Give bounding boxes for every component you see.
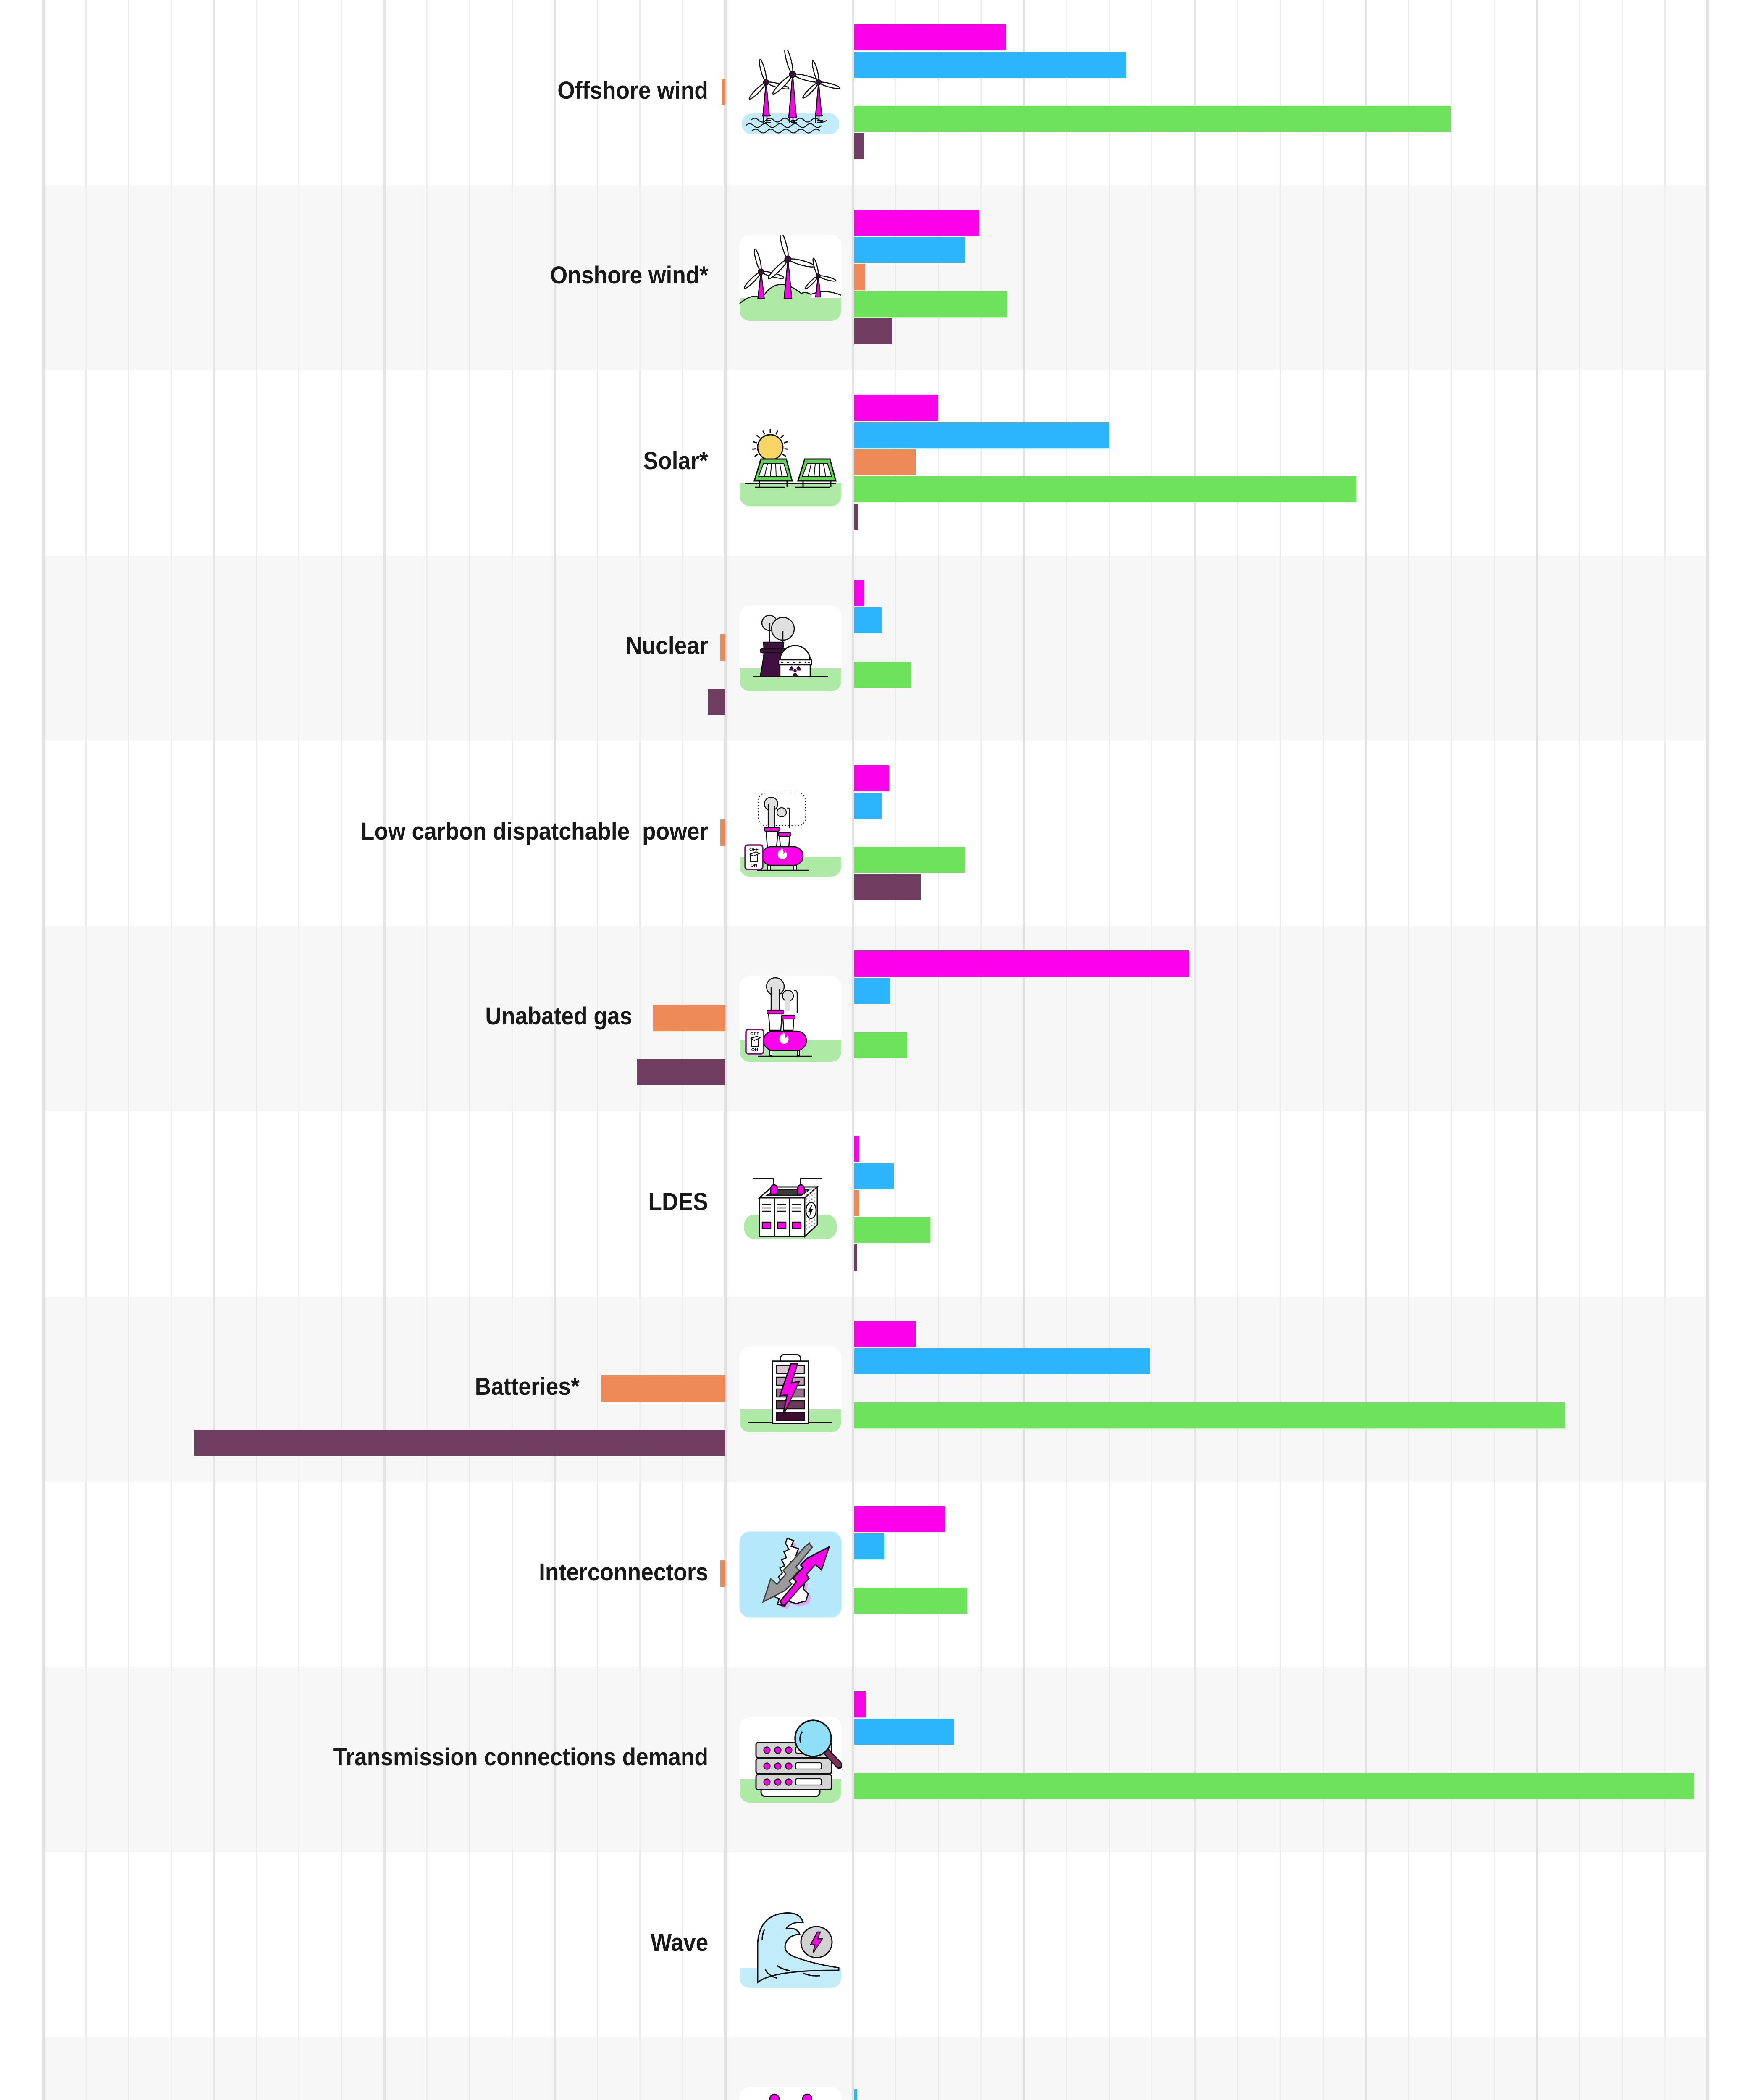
svg-text:ON: ON [751, 1047, 759, 1053]
svg-text:ON: ON [751, 863, 758, 868]
svg-text:OFF: OFF [750, 1032, 759, 1037]
svg-text:OFF: OFF [749, 847, 759, 852]
